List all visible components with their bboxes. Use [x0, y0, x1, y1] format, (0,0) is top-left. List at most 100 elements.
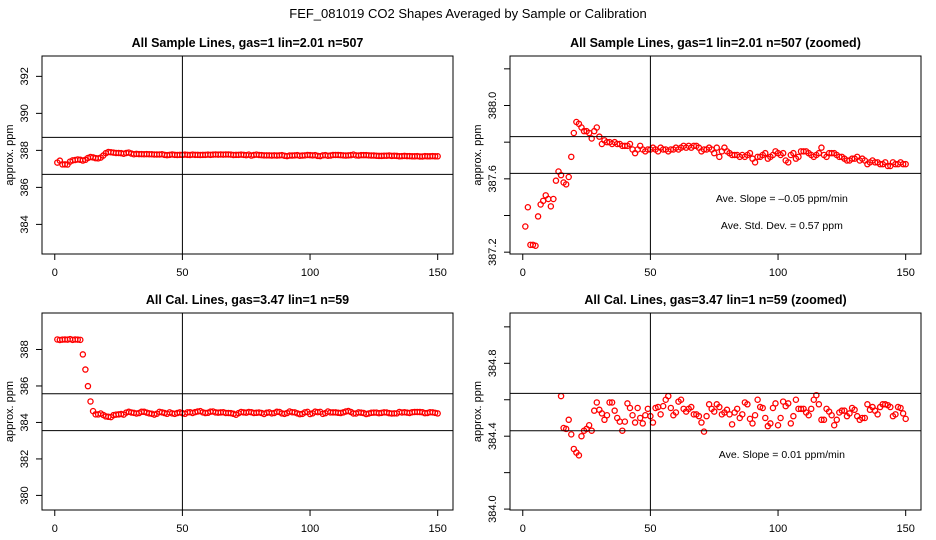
data-point: [603, 411, 611, 419]
data-point: [434, 153, 441, 160]
panel-title: All Cal. Lines, gas=3.47 lin=1 n=59: [146, 293, 349, 307]
data-point: [851, 406, 858, 414]
data-point: [534, 213, 542, 220]
annotation: Ave. Std. Dev. = 0.57 ppm: [721, 220, 843, 232]
data-point: [562, 425, 570, 433]
data-point: [820, 416, 828, 424]
data-point: [84, 382, 92, 390]
data-point: [899, 160, 907, 168]
x-tick-label: 0: [52, 267, 58, 279]
data-point: [902, 160, 909, 168]
data-point: [733, 405, 741, 413]
x-tick-label: 150: [897, 523, 915, 535]
data-point: [884, 162, 892, 170]
y-tick-label: 384: [19, 413, 31, 431]
data-point: [813, 391, 820, 399]
data-point: [631, 419, 639, 426]
data-point: [431, 409, 439, 417]
x-tick-label: 100: [769, 523, 787, 535]
data-point: [710, 408, 718, 415]
data-point: [838, 407, 846, 414]
y-axis-label: approx. ppm: [4, 124, 16, 185]
data-point: [657, 411, 664, 418]
data-point: [557, 171, 565, 179]
data-point: [899, 410, 907, 417]
data-point: [74, 336, 81, 343]
data-point: [749, 420, 756, 427]
data-point: [754, 396, 761, 403]
data-point: [524, 203, 532, 211]
panel-title: All Sample Lines, gas=1 lin=2.01 n=507: [132, 36, 364, 50]
data-point: [695, 412, 703, 420]
data-point: [629, 411, 636, 419]
data-point: [792, 396, 800, 403]
data-point: [82, 366, 89, 373]
data-point: [608, 399, 616, 406]
data-point: [636, 414, 644, 422]
panel-4: All Cal. Lines, gas=3.47 lin=1 n=59 (zoo…: [472, 293, 922, 535]
data-point: [716, 153, 723, 161]
y-tick-label: 382: [19, 450, 31, 468]
data-point: [588, 135, 595, 142]
x-tick-label: 100: [301, 267, 319, 279]
y-tick-label: 384.8: [487, 350, 499, 378]
plot-frame: [509, 55, 922, 255]
panel-1: All Sample Lines, gas=1 lin=2.01 n=507 0 5…: [4, 36, 454, 279]
data-point: [550, 195, 557, 203]
data-point: [841, 407, 848, 414]
data-point: [672, 409, 680, 416]
data-point: [431, 153, 439, 160]
data-point: [874, 411, 881, 418]
data-point: [805, 411, 812, 419]
plot-frame: [509, 312, 922, 511]
data-point: [774, 422, 782, 429]
data-point: [746, 149, 754, 157]
data-point: [575, 452, 583, 459]
data-point: [795, 153, 802, 161]
data-point: [703, 412, 710, 420]
y-tick-label: 380: [19, 486, 31, 504]
data-point: [864, 401, 871, 408]
y-axis-label: approx. ppm: [472, 124, 484, 185]
data-point: [828, 411, 835, 419]
data-point: [626, 140, 634, 148]
data-point: [790, 412, 797, 420]
data-point: [61, 161, 69, 168]
x-tick-label: 150: [897, 267, 915, 279]
data-point: [434, 410, 441, 417]
x-tick-label: 100: [769, 267, 787, 279]
x-tick-label: 100: [301, 523, 319, 535]
data-point: [797, 405, 805, 413]
data-point: [902, 415, 909, 423]
y-tick-label: 384.0: [487, 495, 499, 523]
y-tick-label: 386: [19, 178, 31, 196]
data-point: [859, 414, 866, 422]
data-point: [593, 124, 601, 131]
y-tick-label: 388: [19, 141, 31, 159]
x-tick-label: 50: [176, 267, 188, 279]
data-point: [547, 203, 555, 210]
data-point: [762, 414, 769, 422]
data-point: [861, 414, 869, 422]
data-point: [892, 411, 899, 418]
data-point: [887, 403, 894, 411]
data-point: [585, 422, 593, 429]
data-point: [759, 404, 766, 412]
data-point: [751, 411, 759, 419]
y-axis-label: approx. ppm: [472, 381, 484, 442]
data-point: [621, 418, 629, 425]
data-point: [785, 159, 792, 166]
y-tick-label: 388: [19, 340, 31, 358]
panel-3: All Cal. Lines, gas=3.47 lin=1 n=59 0 50 10…: [4, 293, 454, 535]
plot-frame: [41, 55, 454, 255]
data-point: [626, 404, 634, 412]
data-point: [744, 401, 751, 408]
data-point: [815, 401, 823, 408]
data-point: [667, 404, 675, 412]
y-tick-label: 384: [19, 215, 31, 233]
annotation: Ave. Slope = 0.01 ppm/min: [719, 449, 845, 461]
y-tick-label: 386: [19, 377, 31, 395]
data-point: [639, 420, 646, 427]
data-point: [787, 420, 795, 427]
